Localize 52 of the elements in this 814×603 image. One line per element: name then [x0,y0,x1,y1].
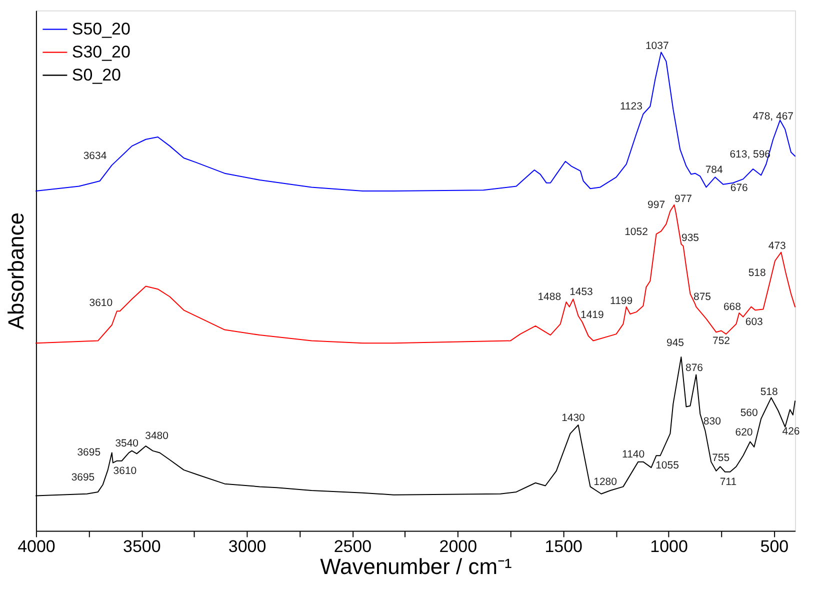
annotation: 668 [723,302,742,313]
annotation: 1488 [538,292,562,303]
annotation: 1419 [580,310,604,321]
annotation: 1199 [610,296,633,308]
annotation: 560 [740,408,758,420]
annotation: 945 [666,338,684,350]
annotation: 3480 [145,430,169,442]
x-axis-title: Wavenumber / cm⁻¹ [320,554,512,580]
annotation: 752 [712,336,730,347]
annotation: 1453 [570,286,594,298]
annotation: 518 [748,268,766,279]
annotation: 473 [768,241,786,252]
annotation: 997 [648,200,666,211]
x-tick-label: 3500 [123,537,161,556]
annotation: 935 [681,232,700,244]
x-tick-label: 2500 [334,537,372,556]
annotation: 1055 [656,460,680,472]
x-tick-label: 1500 [544,537,582,556]
annotation: 1052 [624,227,648,238]
annotation: 603 [745,317,764,328]
y-axis-title: Absorbance [3,212,28,330]
legend-label: S30_20 [72,42,130,62]
annotation: 3695 [71,472,95,484]
text: 1037 [645,41,669,52]
annotation: 426 [782,426,800,438]
annotation: 478, 467 [752,111,794,122]
legend-label: S0_20 [72,65,121,84]
annotation: 1280 [594,476,618,488]
annotation: 875 [694,292,712,303]
annotation: 3634 [83,151,107,162]
annotation: 1430 [562,412,586,424]
x-tick-label: 500 [760,537,789,556]
x-tick-label: 1000 [650,537,688,556]
annotation: 1123 [620,101,643,112]
annotation: 876 [686,363,704,374]
annotation: 676 [730,183,748,194]
annotation: 830 [703,416,722,428]
annotation: 3610 [89,298,113,309]
annotation: 784 [705,164,723,176]
annotation: 518 [760,386,778,398]
annotation: 1140 [622,450,645,461]
x-tick-label: 4000 [18,537,56,556]
legend-label: S50_20 [72,19,130,38]
x-tick-label: 3000 [228,537,266,556]
annotation: 620 [735,428,753,439]
annotation: 977 [674,194,692,206]
annotation: 3610 [113,466,137,477]
annotation: 3695 [77,448,101,459]
x-tick-label: 2000 [439,537,478,556]
annotation: 3540 [115,438,139,450]
annotation: 711 [720,476,737,488]
annotation: 755 [712,452,730,464]
